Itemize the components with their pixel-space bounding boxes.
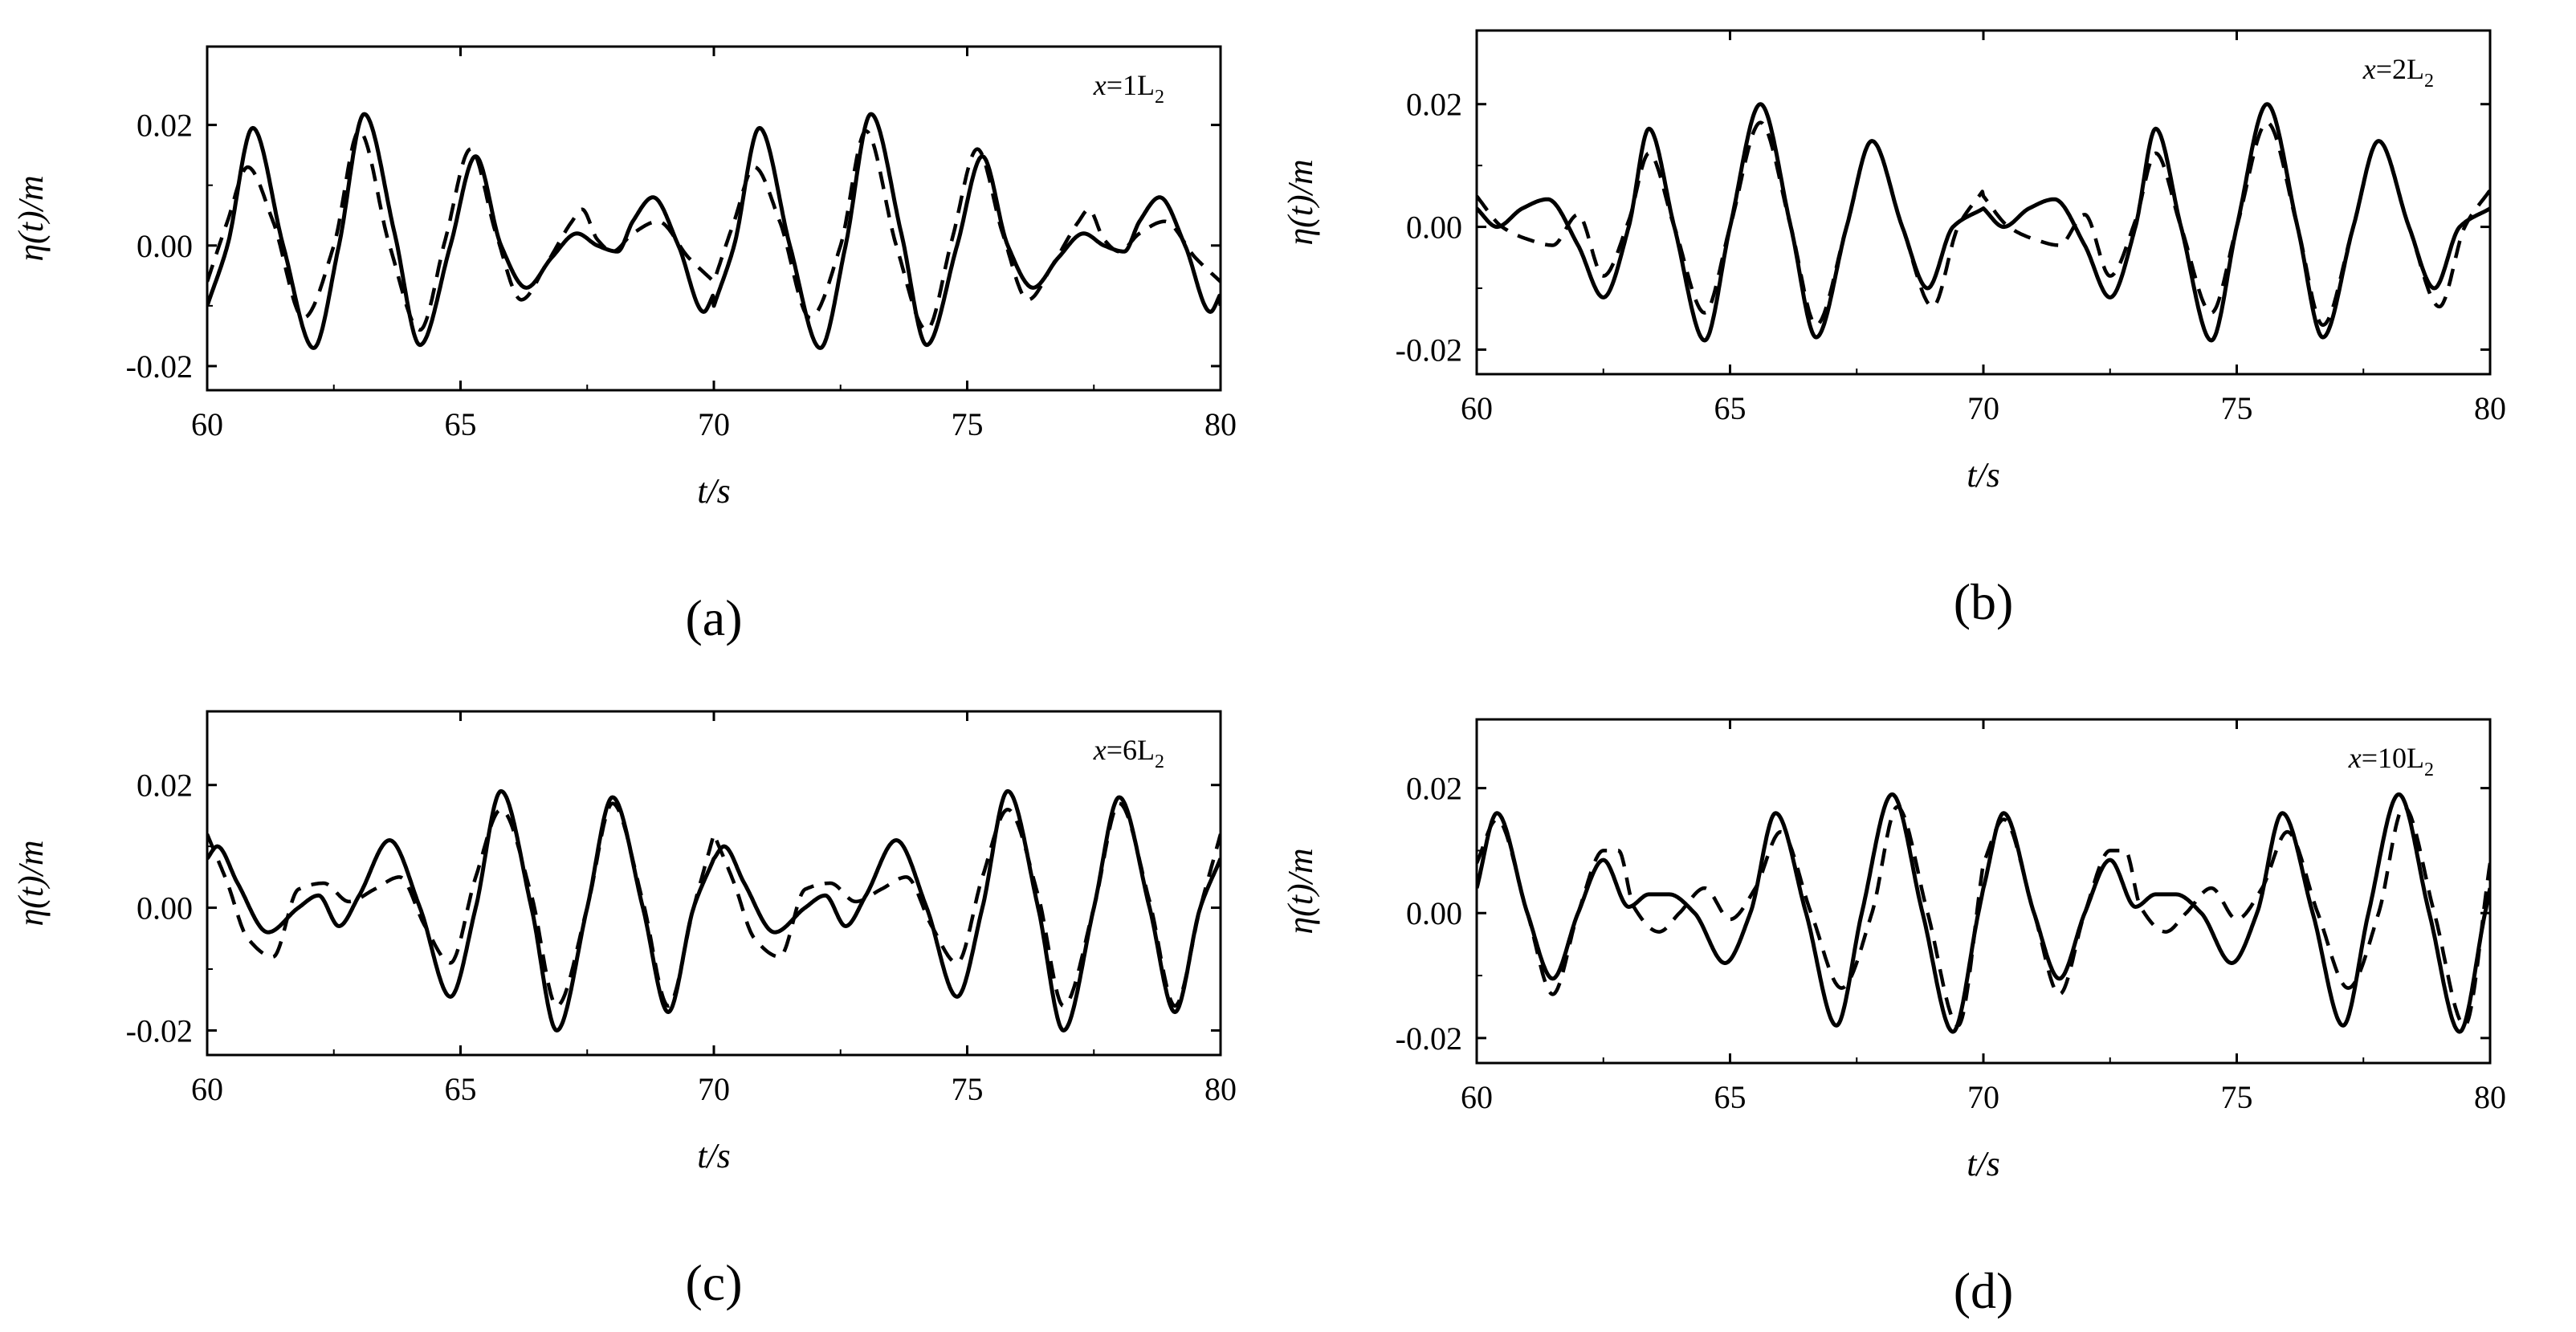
y-tick-label: 0.00 <box>137 228 193 264</box>
y-axis-title: η(t)/m <box>1281 159 1320 245</box>
position-annotation: x=6L2 <box>1093 734 1164 772</box>
annotation-subscript: 2 <box>1155 87 1164 108</box>
x-tick-label: 75 <box>2221 390 2253 426</box>
panel-label: (c) <box>685 1254 742 1311</box>
annotation-value: =1L <box>1107 69 1155 101</box>
x-tick-label: 80 <box>1204 406 1237 442</box>
y-axis-title: η(t)/m <box>1281 848 1320 934</box>
y-axis-title: η(t)/m <box>11 840 51 926</box>
annotation-variable: x <box>2362 53 2376 85</box>
x-axis-title: t/s <box>697 471 731 511</box>
y-tick-label: -0.02 <box>126 1012 193 1049</box>
y-tick-label: 0.00 <box>137 890 193 927</box>
x-tick-label: 65 <box>1714 1079 1747 1115</box>
x-tick-label: 70 <box>698 406 730 442</box>
x-tick-label: 60 <box>1461 1079 1493 1115</box>
y-tick-label: -0.02 <box>1396 1020 1462 1057</box>
y-tick-label: 0.02 <box>1406 87 1462 123</box>
x-tick-label: 75 <box>952 1071 984 1107</box>
series-line-solid <box>207 788 1221 1033</box>
panel-label: (a) <box>685 589 742 646</box>
annotation-variable: x <box>1093 734 1107 766</box>
y-tick-label: 0.00 <box>1406 895 1462 931</box>
x-tick-label: 80 <box>1204 1071 1237 1107</box>
chart-panel-d: 60 65 70 75 80 -0.02 0.00 0.02 t/s η(t)/m x=10L2 (d… <box>1281 718 2506 1319</box>
series-line-dashed <box>207 801 1221 1008</box>
x-axis-title: t/s <box>697 1136 731 1175</box>
x-tick-label: 65 <box>1714 390 1747 426</box>
x-tick-label: 60 <box>1461 390 1493 426</box>
y-tick-label: 0.02 <box>137 108 193 144</box>
y-tick-label: 0.02 <box>1406 771 1462 807</box>
y-tick-label: 0.02 <box>137 768 193 804</box>
series-line-dashed <box>1477 804 2490 1028</box>
chart-panel-c: 60 65 70 75 80 -0.02 0.00 0.02 t/s η(t)/m x=6L2 (c) <box>11 710 1237 1311</box>
x-tick-label: 60 <box>191 406 223 442</box>
series-line-solid <box>1477 792 2490 1034</box>
annotation-subscript: 2 <box>1155 752 1164 772</box>
y-tick-label: 0.00 <box>1406 210 1462 246</box>
y-axis-title: η(t)/m <box>11 175 51 261</box>
plot-frame <box>206 45 1222 392</box>
annotation-value: =2L <box>2376 53 2424 85</box>
x-tick-label: 80 <box>2474 1079 2506 1115</box>
x-tick-label: 65 <box>445 1071 477 1107</box>
series-line-dashed <box>207 128 1221 332</box>
x-tick-label: 75 <box>2221 1079 2253 1115</box>
x-tick-label: 70 <box>698 1071 730 1107</box>
annotation-subscript: 2 <box>2424 760 2434 780</box>
y-tick-label: -0.02 <box>1396 332 1462 368</box>
x-axis-title: t/s <box>1967 455 2000 495</box>
plot-frame <box>206 710 1222 1057</box>
y-tick-label: -0.02 <box>126 348 193 385</box>
x-tick-label: 80 <box>2474 390 2506 426</box>
x-tick-label: 70 <box>1967 390 1999 426</box>
annotation-variable: x <box>1093 69 1107 101</box>
position-annotation: x=1L2 <box>1093 69 1164 108</box>
annotation-value: =6L <box>1107 734 1155 766</box>
panel-label: (b) <box>1954 573 2014 630</box>
x-tick-label: 75 <box>952 406 984 442</box>
x-axis-title: t/s <box>1967 1144 2000 1183</box>
series-line-solid <box>207 112 1221 350</box>
position-annotation: x=10L2 <box>2348 742 2434 780</box>
annotation-variable: x <box>2348 742 2362 774</box>
x-tick-label: 60 <box>191 1071 223 1107</box>
annotation-value: =10L <box>2362 742 2424 774</box>
x-tick-label: 70 <box>1967 1079 1999 1115</box>
panel-label: (d) <box>1954 1262 2014 1319</box>
series-line-solid <box>1477 102 2490 343</box>
x-tick-label: 65 <box>445 406 477 442</box>
series-line-dashed <box>1477 120 2490 328</box>
chart-panel-a: 60 65 70 75 80 -0.02 0.00 0.02 t/s η(t)/m x=1L2 (a) <box>11 45 1237 646</box>
chart-panel-b: 60 65 70 75 80 -0.02 0.00 0.02 t/s η(t)/m x=2L2 (b) <box>1281 29 2506 630</box>
plot-frame <box>1475 29 2492 376</box>
position-annotation: x=2L2 <box>2362 53 2434 92</box>
annotation-subscript: 2 <box>2424 71 2434 92</box>
